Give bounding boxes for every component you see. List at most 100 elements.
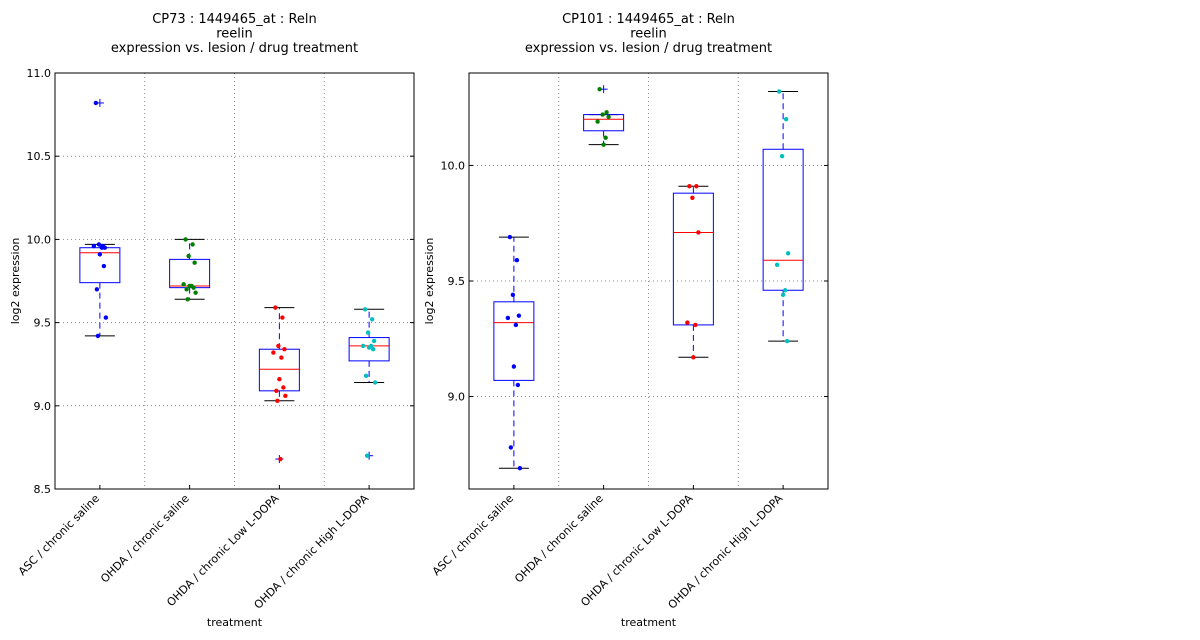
data-point: [279, 355, 284, 360]
data-point: [276, 343, 281, 349]
data-point: [101, 263, 107, 269]
plot-frame: [468, 72, 829, 490]
x-tick-label: OHDA / chronic saline: [98, 492, 192, 586]
chart-panel-1: CP73 : 1449465_at : Relnreelinexpression…: [9, 12, 415, 629]
box-iqr: [583, 114, 625, 132]
data-point: [780, 292, 786, 298]
data-point: [696, 230, 701, 235]
data-point: [369, 317, 375, 322]
chart-title-line: expression vs. lesion / drug treatment: [525, 41, 772, 56]
data-point: [91, 243, 97, 249]
data-point: [776, 89, 782, 94]
y-tick-label: 9.0: [448, 391, 466, 404]
data-point: [365, 330, 371, 335]
data-point: [516, 313, 522, 318]
data-point: [517, 466, 523, 471]
y-tick-label: 10.5: [27, 150, 52, 163]
data-point: [103, 315, 109, 320]
data-point: [190, 242, 195, 247]
data-point: [362, 307, 368, 312]
data-point: [507, 234, 513, 240]
y-tick-label: 10.0: [27, 233, 52, 246]
data-point: [371, 338, 377, 344]
box-iqr: [348, 337, 390, 362]
box-group-2: [169, 237, 211, 302]
y-tick-label: 9.5: [34, 317, 52, 330]
y-tick-label: 9.0: [34, 400, 52, 413]
data-point: [366, 345, 372, 350]
data-point: [280, 315, 285, 320]
data-point: [600, 112, 605, 117]
y-axis-label: log2 expression: [9, 238, 22, 325]
data-point: [687, 184, 692, 189]
data-point: [595, 119, 600, 124]
data-point: [181, 282, 186, 287]
data-point: [785, 251, 791, 256]
data-point: [97, 252, 103, 257]
chart-title-line: reelin: [216, 27, 253, 42]
data-point: [603, 135, 608, 140]
x-tick-label: ASC / chronic saline: [16, 492, 102, 578]
data-point: [779, 154, 785, 159]
data-point: [691, 355, 696, 360]
data-point: [363, 373, 369, 379]
data-point: [514, 258, 520, 263]
box-group-3: [672, 184, 714, 360]
data-point: [783, 117, 789, 122]
data-point: [364, 453, 370, 458]
box-iqr: [169, 258, 211, 289]
y-tick-label: 10.0: [441, 159, 466, 172]
data-point: [281, 385, 286, 390]
data-point: [184, 287, 189, 292]
data-point: [283, 393, 288, 399]
data-point: [690, 195, 695, 200]
chart-title-line: CP101 : 1449465_at : Reln: [562, 12, 735, 27]
data-point: [784, 338, 790, 344]
chart-panel-2: CP101 : 1449465_at : Relnreelinexpressio…: [423, 12, 829, 629]
data-point: [95, 333, 101, 339]
data-point: [505, 315, 511, 321]
box-group-1: [79, 98, 121, 339]
data-point: [96, 242, 102, 247]
x-tick-label: ASC / chronic saline: [430, 492, 516, 578]
data-point: [271, 350, 276, 355]
plot-frame: [54, 72, 415, 490]
data-point: [508, 445, 514, 450]
chart-title-line: expression vs. lesion / drug treatment: [111, 41, 358, 56]
data-point: [693, 322, 698, 328]
data-point: [282, 347, 287, 352]
data-point: [782, 288, 788, 293]
box-iqr: [258, 348, 300, 392]
data-point: [685, 320, 690, 325]
data-point: [513, 322, 519, 328]
box-iqr: [672, 192, 714, 326]
data-point: [510, 292, 516, 298]
data-point: [360, 343, 366, 349]
x-tick-label: OHDA / chronic saline: [512, 492, 606, 586]
data-point: [601, 142, 606, 147]
x-axis-label: treatment: [621, 616, 677, 629]
data-point: [275, 398, 280, 404]
y-axis-label: log2 expression: [423, 238, 436, 325]
data-point: [370, 347, 376, 352]
data-point: [274, 388, 279, 394]
box-group-4: [348, 307, 390, 460]
chart-title-line: reelin: [630, 27, 667, 42]
box-iqr: [493, 301, 535, 381]
data-point: [604, 110, 609, 115]
box-group-4: [762, 89, 804, 344]
data-point: [277, 376, 282, 382]
data-point: [774, 262, 780, 268]
box-group-1: [493, 234, 535, 471]
box-iqr: [762, 148, 804, 291]
data-point: [183, 237, 188, 242]
data-point: [93, 100, 99, 106]
data-point: [191, 285, 196, 290]
data-point: [515, 382, 521, 388]
data-point: [694, 184, 699, 189]
y-tick-label: 8.5: [34, 483, 52, 496]
data-point: [99, 245, 105, 250]
data-point: [278, 456, 283, 462]
data-point: [185, 297, 190, 302]
